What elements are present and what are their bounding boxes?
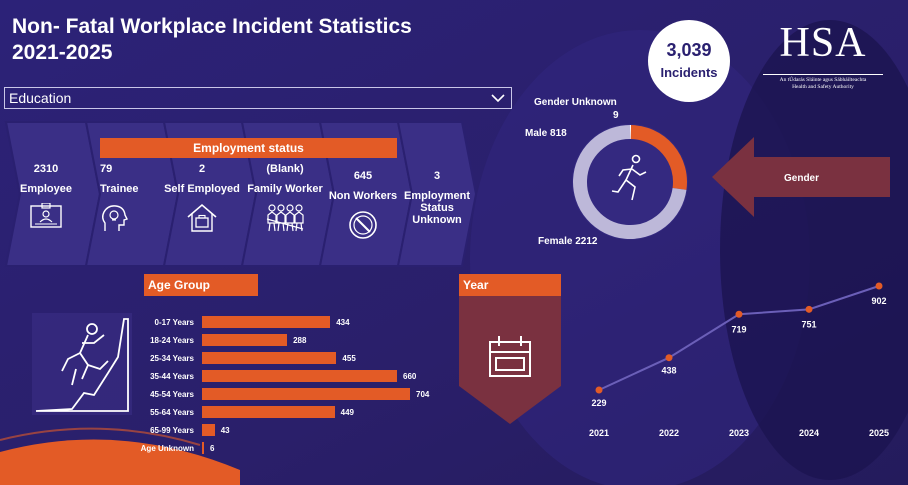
employment-status-header: Employment status	[100, 138, 397, 158]
hsa-logo: HSA An tÚdarás Sláinte agus Sábháilteach…	[763, 22, 883, 91]
employment-label: Non Workers	[328, 190, 398, 202]
gender-donut-chart	[572, 124, 688, 240]
age-category-label: 55-64 Years	[150, 408, 194, 417]
employment-value: 3	[433, 170, 441, 182]
employment-value: 2	[198, 163, 206, 175]
age-value-label: 704	[416, 390, 430, 399]
employment-label: Employment Status Unknown	[403, 190, 470, 226]
age-category-label: 65-99 Years	[150, 426, 194, 435]
age-value-label: 455	[342, 354, 356, 363]
age-value-label: 43	[220, 426, 230, 435]
year-value-label: 902	[871, 296, 886, 306]
year-tick-label: 2025	[869, 428, 889, 438]
page-title: Non- Fatal Workplace Incident Statistics…	[12, 14, 412, 66]
year-tick-label: 2022	[659, 428, 679, 438]
lightbulb-head-icon	[102, 205, 128, 231]
year-value-label: 438	[661, 366, 676, 376]
employment-item-self-employed: 2 Self Employed	[164, 163, 240, 236]
employment-label: Self Employed	[164, 183, 240, 195]
employment-value: (Blank)	[266, 163, 304, 175]
employment-value: 2310	[33, 163, 59, 175]
employment-item-family-worker: (Blank) Family Worker	[247, 163, 323, 236]
total-label: Incidents	[660, 65, 718, 80]
female-label: Female 2212	[538, 236, 598, 247]
age-bar	[202, 316, 331, 328]
employment-label: Family Worker	[247, 183, 323, 195]
total-incidents-circle: 3,039 Incidents	[648, 20, 730, 102]
title-line-1: Non- Fatal Workplace Incident Statistics	[12, 15, 412, 38]
year-point	[735, 310, 743, 318]
age-bar	[202, 442, 204, 454]
employment-item-trainee: 79 Trainee	[82, 163, 152, 236]
calendar-icon	[489, 336, 531, 377]
year-header: Year	[459, 274, 561, 296]
year-value-label: 719	[731, 324, 746, 334]
logo-text: HSA	[779, 20, 867, 66]
employment-item-unknown: 3 Employment Status Unknown	[399, 170, 475, 226]
employment-value: 645	[353, 170, 373, 182]
runner-icon	[611, 154, 647, 201]
age-value-label: 660	[403, 372, 417, 381]
employment-label: Employee	[20, 183, 72, 195]
age-value-label: 288	[293, 336, 307, 345]
donut-slice-female	[573, 125, 687, 239]
year-value-label: 751	[801, 319, 816, 329]
age-category-label: 45-54 Years	[150, 390, 194, 399]
title-line-2: 2021-2025	[12, 41, 113, 64]
climber-icon	[32, 313, 132, 415]
year-tick-label: 2024	[799, 428, 819, 438]
gender-arrow-label: Gender	[784, 173, 820, 184]
no-entry-icon	[349, 211, 377, 239]
year-line-chart: 229 2021 438 2022 719 2023 751 2024 902 2025	[589, 282, 889, 438]
id-card-icon	[30, 202, 62, 228]
year-point	[595, 386, 603, 394]
employment-label: Trainee	[100, 183, 139, 195]
age-bar	[202, 370, 397, 382]
total-value: 3,039	[666, 40, 712, 60]
year-arrow	[459, 296, 561, 424]
age-group-header: Age Group	[144, 274, 258, 296]
age-bar	[202, 334, 288, 346]
age-category-label: 18-24 Years	[150, 336, 194, 345]
employment-value: 79	[100, 163, 113, 175]
age-bar	[202, 406, 335, 418]
year-tick-label: 2023	[729, 428, 749, 438]
age-bar	[202, 352, 337, 364]
age-category-label: Age Unknown	[140, 444, 194, 453]
logo-sub-2: Health and Safety Authority	[792, 84, 854, 90]
age-bar	[202, 388, 410, 400]
age-value-label: 6	[210, 444, 215, 453]
year-tick-label: 2021	[589, 428, 609, 438]
logo-sub-1: An tÚdarás Sláinte agus Sábháilteachta	[779, 77, 867, 83]
age-bar	[202, 424, 215, 436]
employment-item-employee: 2310 Employee	[8, 163, 84, 232]
age-value-label: 434	[336, 318, 350, 327]
donut-slice-male	[630, 125, 687, 190]
year-series-line	[598, 285, 880, 391]
age-category-label: 0-17 Years	[154, 318, 194, 327]
year-point	[805, 305, 813, 313]
house-briefcase-icon	[187, 203, 217, 232]
sector-dropdown[interactable]: Education	[4, 87, 512, 109]
gender-unknown-value: 9	[613, 110, 619, 121]
dropdown-value: Education	[9, 90, 72, 106]
age-category-label: 25-34 Years	[150, 354, 194, 363]
employment-chevrons	[4, 121, 478, 267]
employment-item-non-workers: 645 Non Workers	[325, 170, 401, 243]
age-value-label: 449	[340, 408, 355, 417]
male-label: Male 818	[525, 128, 567, 139]
gender-unknown-label: Gender Unknown	[534, 97, 617, 108]
year-point	[875, 282, 883, 290]
year-point	[665, 354, 673, 362]
age-category-label: 35-44 Years	[150, 372, 194, 381]
family-icon	[266, 204, 304, 232]
gender-arrow	[712, 137, 890, 217]
chevron-down-icon	[491, 94, 505, 103]
year-value-label: 229	[591, 398, 606, 408]
